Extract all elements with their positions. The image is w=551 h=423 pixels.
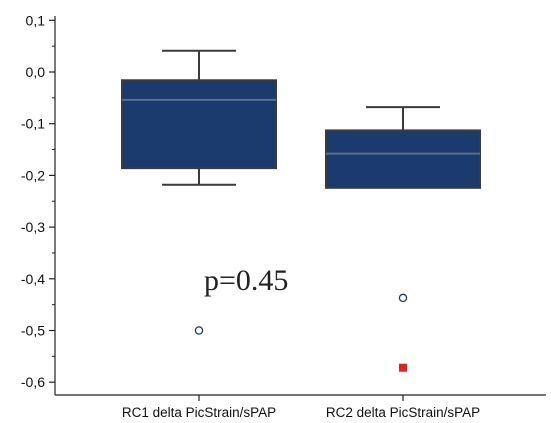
- y-tick-label: -0,2: [21, 167, 45, 183]
- iqr-box: [121, 79, 277, 170]
- y-tick-label: -0,5: [21, 323, 45, 339]
- y-tick-label: 0,0: [26, 64, 46, 80]
- x-category-label: RC1 delta PicStrain/sPAP: [122, 405, 276, 420]
- boxes: [121, 49, 481, 372]
- x-category-label: RC2 delta PicStrain/sPAP: [326, 405, 480, 420]
- y-tick-label: 0,1: [26, 12, 46, 28]
- iqr-box: [325, 129, 481, 189]
- outlier-marker: [194, 326, 204, 335]
- y-tick-label: -0,3: [21, 219, 45, 235]
- y-tick-label: -0,6: [21, 374, 45, 390]
- far-out-marker: [399, 363, 407, 372]
- box-1: [121, 49, 277, 335]
- y-tick-label: -0,1: [21, 116, 45, 132]
- box-2: [325, 106, 481, 372]
- outlier-marker: [398, 293, 408, 303]
- axes: 0,1 0,0 -0,1 -0,2 -0,3 -0,4 -0,5 -0,6 RC1 delta …: [21, 12, 546, 420]
- y-tick-label: -0,4: [21, 271, 45, 287]
- p-value-annotation: p=0.45: [204, 264, 288, 297]
